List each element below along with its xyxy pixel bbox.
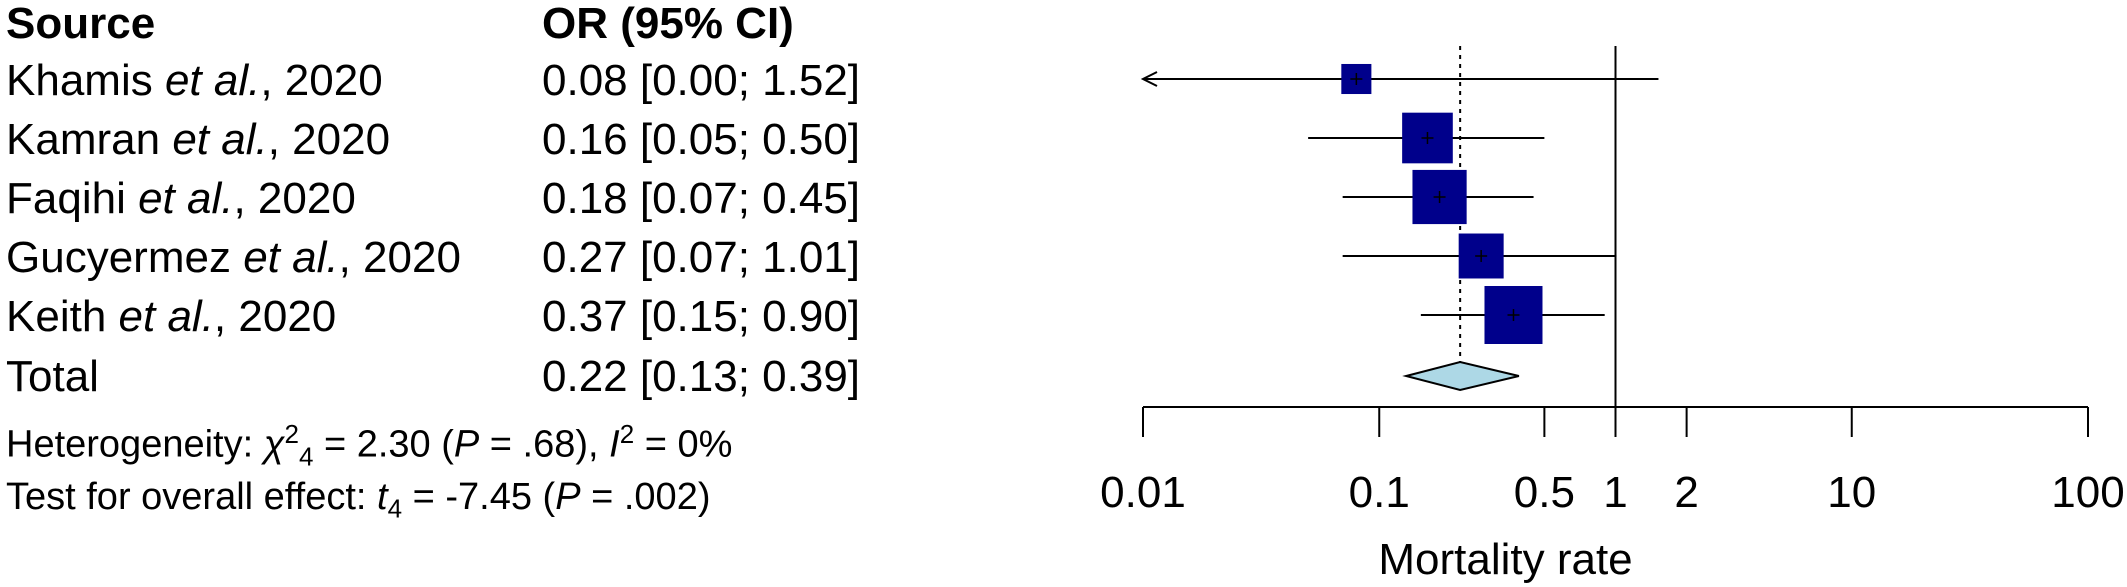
- pooled-diamond: [1402, 360, 1520, 392]
- x-tick-label-7: 100: [2051, 468, 2124, 517]
- study-ci-3: 0.18 [0.07; 0.45]: [542, 174, 861, 223]
- total-label: Total: [6, 352, 99, 401]
- study-ci-5: 0.37 [0.15; 0.90]: [542, 292, 861, 341]
- x-tick-label-3: 0.5: [1514, 468, 1575, 517]
- overall-effect-text: Test for overall effect: t4 = -7.45 (P =…: [6, 476, 711, 524]
- header-or: OR (95% CI): [542, 0, 794, 48]
- heterogeneity-text: Heterogeneity: χ24 = 2.30 (P = .68), I2 …: [6, 419, 733, 472]
- x-tick-label-1: 0.01: [1100, 468, 1186, 517]
- study-label-4: Gucyermez et al., 2020: [6, 233, 461, 282]
- study-ci-4: 0.27 [0.07; 1.01]: [542, 233, 861, 282]
- x-tick-label-6: 10: [1827, 468, 1876, 517]
- total-ci: 0.22 [0.13; 0.39]: [542, 352, 861, 401]
- study-label-5: Keith et al., 2020: [6, 292, 337, 341]
- header-source: Source: [6, 0, 156, 48]
- x-tick-label-5: 2: [1674, 468, 1698, 517]
- study-label-3: Faqihi et al., 2020: [6, 174, 356, 223]
- ci-arrow-1: [1140, 71, 1158, 87]
- x-axis-label: Mortality rate: [1378, 535, 1632, 584]
- x-tick-label-2: 0.1: [1349, 468, 1410, 517]
- study-label-1: Khamis et al., 2020: [6, 56, 383, 105]
- x-tick-label-4: 1: [1603, 468, 1627, 517]
- study-ci-1: 0.08 [0.00; 1.52]: [542, 56, 861, 105]
- study-ci-2: 0.16 [0.05; 0.50]: [542, 115, 861, 164]
- study-label-2: Kamran et al., 2020: [6, 115, 391, 164]
